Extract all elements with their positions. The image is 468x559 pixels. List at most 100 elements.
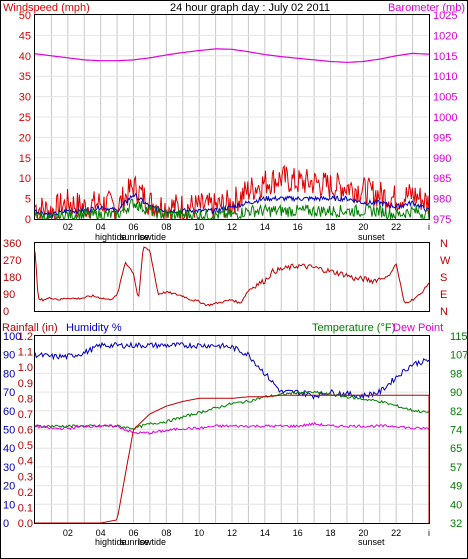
y-tick-label: 35 [19, 71, 31, 83]
y-tick-label: 40 [19, 51, 31, 63]
x-tick-label: 06 [128, 528, 138, 538]
event-sunset-3: sunset [358, 537, 385, 547]
y-tick-label: N [440, 306, 448, 318]
x-tick-label: 18 [325, 222, 335, 232]
y-tick-label: 0.6 [18, 425, 33, 437]
panel-temperature-grid [35, 336, 429, 523]
wind-axis-label: Windspeed (mph) [3, 2, 90, 14]
y-tick-label: 0.7 [18, 409, 33, 421]
panel-direction-frame [34, 242, 430, 312]
y-tick-label: 98 [450, 368, 462, 380]
temperature-axis-label: Temperature (°F) [312, 322, 395, 334]
y-tick-label: 1.0 [18, 362, 33, 374]
y-tick-label: 100 [3, 331, 21, 343]
y-tick-label: 20 [19, 132, 31, 144]
event-sunrise-3: sunrise [120, 537, 149, 547]
y-tick-label: 90 [3, 350, 15, 362]
y-tick-label: 25 [19, 112, 31, 124]
y-tick-label: W [440, 255, 451, 267]
y-tick-label: 30 [19, 92, 31, 104]
y-tick-label: 1.1 [18, 347, 33, 359]
x-tick-label: 04 [96, 528, 106, 538]
x-tick-label: 22 [391, 222, 401, 232]
y-tick-label: 40 [3, 443, 15, 455]
y-tick-label: 107 [450, 350, 468, 362]
y-tick-label: 1015 [433, 51, 457, 63]
barometer-axis-label: Barometer (mb) [388, 2, 465, 14]
panel-wind-grid [35, 15, 429, 219]
y-tick-label: 995 [433, 132, 451, 144]
y-tick-label: 0.0 [18, 518, 33, 530]
y-tick-label: 10 [3, 499, 15, 511]
y-tick-label: 74 [450, 425, 462, 437]
y-tick-label: 990 [433, 153, 451, 165]
event-hightide-1: hightide [95, 232, 127, 242]
x-tick-label: 06 [128, 222, 138, 232]
x-tick-label: 20 [358, 528, 368, 538]
y-tick-label: 0.8 [18, 393, 33, 405]
x-tick-label: 02 [63, 222, 73, 232]
x-tick-label: 04 [96, 222, 106, 232]
y-tick-label: 80 [3, 368, 15, 380]
y-tick-label: 90 [450, 387, 462, 399]
windspeed-average-line [34, 193, 430, 219]
x-tick-label: 16 [293, 528, 303, 538]
y-tick-label: 60 [3, 406, 15, 418]
x-tick-label: 08 [161, 222, 171, 232]
y-tick-label: 70 [3, 387, 15, 399]
y-tick-label: 0.9 [18, 378, 33, 390]
y-tick-label: 0.4 [18, 456, 33, 468]
rainfall-line [35, 394, 430, 524]
rainfall-axis-label: Rainfall (in) [2, 322, 58, 334]
panel-direction-series [34, 246, 430, 307]
event-sunset-1: sunset [358, 232, 385, 242]
event-sunrise-1: sunrise [120, 232, 149, 242]
y-tick-label: 0.5 [18, 440, 33, 452]
dewpoint-line [34, 421, 430, 435]
y-tick-label: 40 [450, 499, 462, 511]
x-tick-label: 02 [63, 528, 73, 538]
y-tick-label: 0.1 [18, 502, 33, 514]
y-tick-label: 180 [3, 272, 21, 284]
x-tick-label: 18 [325, 528, 335, 538]
y-tick-label: 1.2 [18, 331, 33, 343]
y-tick-label: 0 [3, 306, 9, 318]
x-tick-label: 16 [293, 222, 303, 232]
axis-labels: 0202040406060808101012121414161618182020… [3, 10, 468, 538]
y-tick-label: N [440, 238, 448, 250]
humidity-axis-label: Humidity % [66, 322, 122, 334]
y-tick-label: 57 [450, 462, 462, 474]
y-tick-label: 32 [450, 518, 462, 530]
y-tick-label: E [440, 289, 447, 301]
x-tick-label: 22 [391, 528, 401, 538]
y-tick-label: 49 [450, 481, 462, 493]
y-tick-label: 90 [3, 289, 15, 301]
y-tick-label: 82 [450, 406, 462, 418]
y-tick-label: 50 [19, 10, 31, 22]
y-tick-label: 115 [450, 331, 468, 343]
y-tick-label: 50 [3, 425, 15, 437]
y-tick-label: 270 [3, 255, 21, 267]
x-tick-label: 10 [194, 528, 204, 538]
x-tick-label: i [428, 222, 430, 232]
y-tick-label: 0 [3, 518, 9, 530]
graph-title: 24 hour graph day : July 02 2011 [170, 2, 330, 14]
y-tick-label: 20 [3, 481, 15, 493]
event-hightide-3: hightide [95, 537, 127, 547]
x-tick-label: 10 [194, 222, 204, 232]
dewpoint-axis-label: Dew Point [393, 322, 443, 334]
y-tick-label: 1000 [433, 112, 457, 124]
y-tick-label: 360 [3, 238, 21, 250]
y-tick-label: 980 [433, 194, 451, 206]
x-tick-label: 12 [227, 222, 237, 232]
y-tick-label: 45 [19, 30, 31, 42]
y-tick-label: 1025 [433, 10, 457, 22]
barometer-line [34, 48, 430, 63]
panel-wind-series [34, 48, 430, 221]
y-tick-label: S [440, 272, 447, 284]
event-lowtide-3: lowtide [138, 537, 166, 547]
panel-wind-frame [34, 14, 430, 220]
x-tick-label: 20 [358, 222, 368, 232]
